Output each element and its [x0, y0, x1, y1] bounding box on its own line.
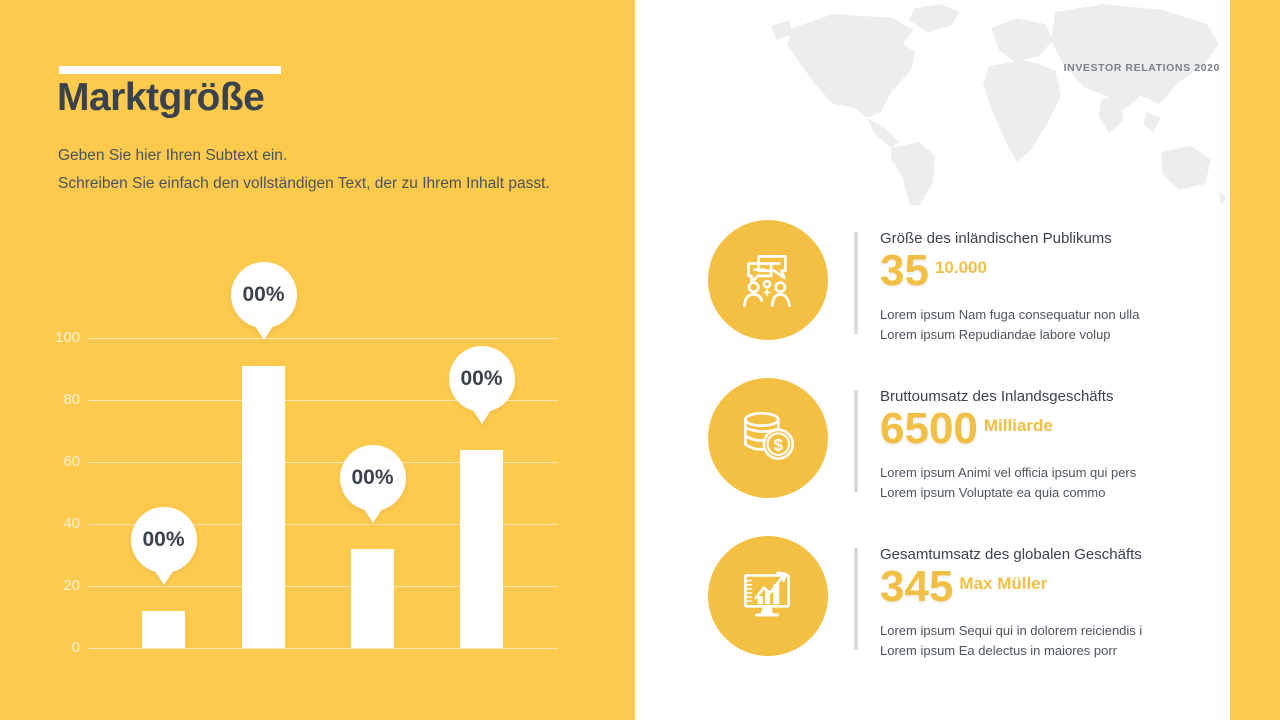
chart-gridline — [88, 647, 558, 649]
svg-text:$: $ — [774, 436, 783, 454]
stat-description-line: Lorem ipsum Voluptate ea quia commo — [880, 485, 1106, 500]
subtitle-line-1: Geben Sie hier Ihren Subtext ein. — [58, 147, 288, 164]
value-callout-pin: 00% — [448, 345, 515, 424]
subtitle-line-2: Schreiben Sie einfach den vollständigen … — [58, 175, 550, 192]
stat-block-global-revenue: Gesamtumsatz des globalen Geschäfts 345 … — [708, 536, 1142, 661]
chart-bar — [142, 610, 185, 648]
y-axis-tick-label: 40 — [63, 515, 80, 532]
value-callout-pin: 00% — [230, 261, 297, 340]
value-callout-pin: 00% — [130, 506, 197, 585]
right-panel: INVESTOR RELATIONS 2020 G — [635, 0, 1230, 720]
world-map-watermark — [771, 4, 1227, 206]
chart-gridline — [88, 523, 558, 525]
stat-description-line: Lorem ipsum Animi vel officia ipsum qui … — [880, 465, 1137, 480]
stat-description-line: Lorem ipsum Nam fuga consequatur non ull… — [880, 307, 1140, 322]
stat-unit: Milliarde — [983, 416, 1053, 435]
monitor-chart-icon-circle — [708, 536, 828, 656]
stat-divider — [854, 390, 858, 492]
y-axis-tick-label: 0 — [71, 639, 80, 656]
page-title: Marktgröße — [57, 76, 265, 119]
value-callout-pin: 00% — [339, 444, 406, 523]
stat-description-line: Lorem ipsum Repudiandae labore volup — [880, 327, 1111, 342]
right-edge-accent-strip — [1230, 0, 1280, 720]
stat-divider — [854, 232, 858, 334]
y-axis-tick-label: 100 — [54, 329, 80, 346]
stat-value: 35 — [880, 246, 929, 295]
coins-dollar-icon: $ — [744, 411, 795, 460]
stat-block-domestic-audience: Größe des inländischen Publikums 35 10.0… — [708, 220, 1139, 345]
callout-value: 00% — [230, 261, 297, 328]
callout-value: 00% — [448, 345, 515, 412]
callout-tail — [359, 502, 386, 523]
stat-value: 6500 — [880, 404, 978, 453]
title-accent-bar — [59, 66, 281, 74]
callout-tail — [250, 319, 277, 340]
stat-title: Größe des inländischen Publikums — [880, 230, 1112, 247]
chat-people-icon — [743, 255, 791, 308]
watermark-label: INVESTOR RELATIONS 2020 — [1063, 62, 1220, 74]
chart-bar — [460, 449, 503, 648]
stat-title: Gesamtumsatz des globalen Geschäfts — [880, 546, 1142, 563]
stat-description-line: Lorem ipsum Ea delectus in maiores porr — [880, 643, 1117, 658]
chart-bar — [351, 548, 394, 648]
monitor-chart-icon — [744, 571, 790, 617]
callout-tail — [150, 564, 177, 585]
callout-tail — [468, 403, 495, 424]
stat-title: Bruttoumsatz des Inlandsgeschäfts — [880, 388, 1114, 405]
left-panel: Marktgröße Geben Sie hier Ihren Subtext … — [0, 0, 635, 720]
callout-value: 00% — [339, 444, 406, 511]
stat-unit: 10.000 — [934, 258, 987, 277]
bar-chart-plot: 0 20 40 60 80 100 00% 00% 00% 00% — [55, 261, 558, 656]
chart-bar — [242, 365, 285, 648]
chart-gridline — [88, 461, 558, 463]
chat-people-icon-circle — [708, 220, 828, 340]
y-axis-tick-label: 80 — [63, 391, 80, 408]
stat-value: 345 — [880, 562, 954, 611]
callout-value: 00% — [130, 506, 197, 573]
chart-gridline — [88, 585, 558, 587]
chart-gridline — [88, 399, 558, 401]
stat-description-line: Lorem ipsum Sequi qui in dolorem reicien… — [880, 623, 1143, 638]
chart-gridline — [88, 337, 558, 339]
coins-dollar-icon-circle: $ — [708, 378, 828, 498]
y-axis-tick-label: 60 — [63, 453, 80, 470]
stat-divider — [854, 548, 858, 650]
y-axis-tick-label: 20 — [63, 577, 80, 594]
stat-block-domestic-revenue: $ Bruttoumsatz des Inlandsgeschäfts 6500… — [708, 378, 1136, 503]
stat-unit: Max Müller — [959, 574, 1048, 593]
